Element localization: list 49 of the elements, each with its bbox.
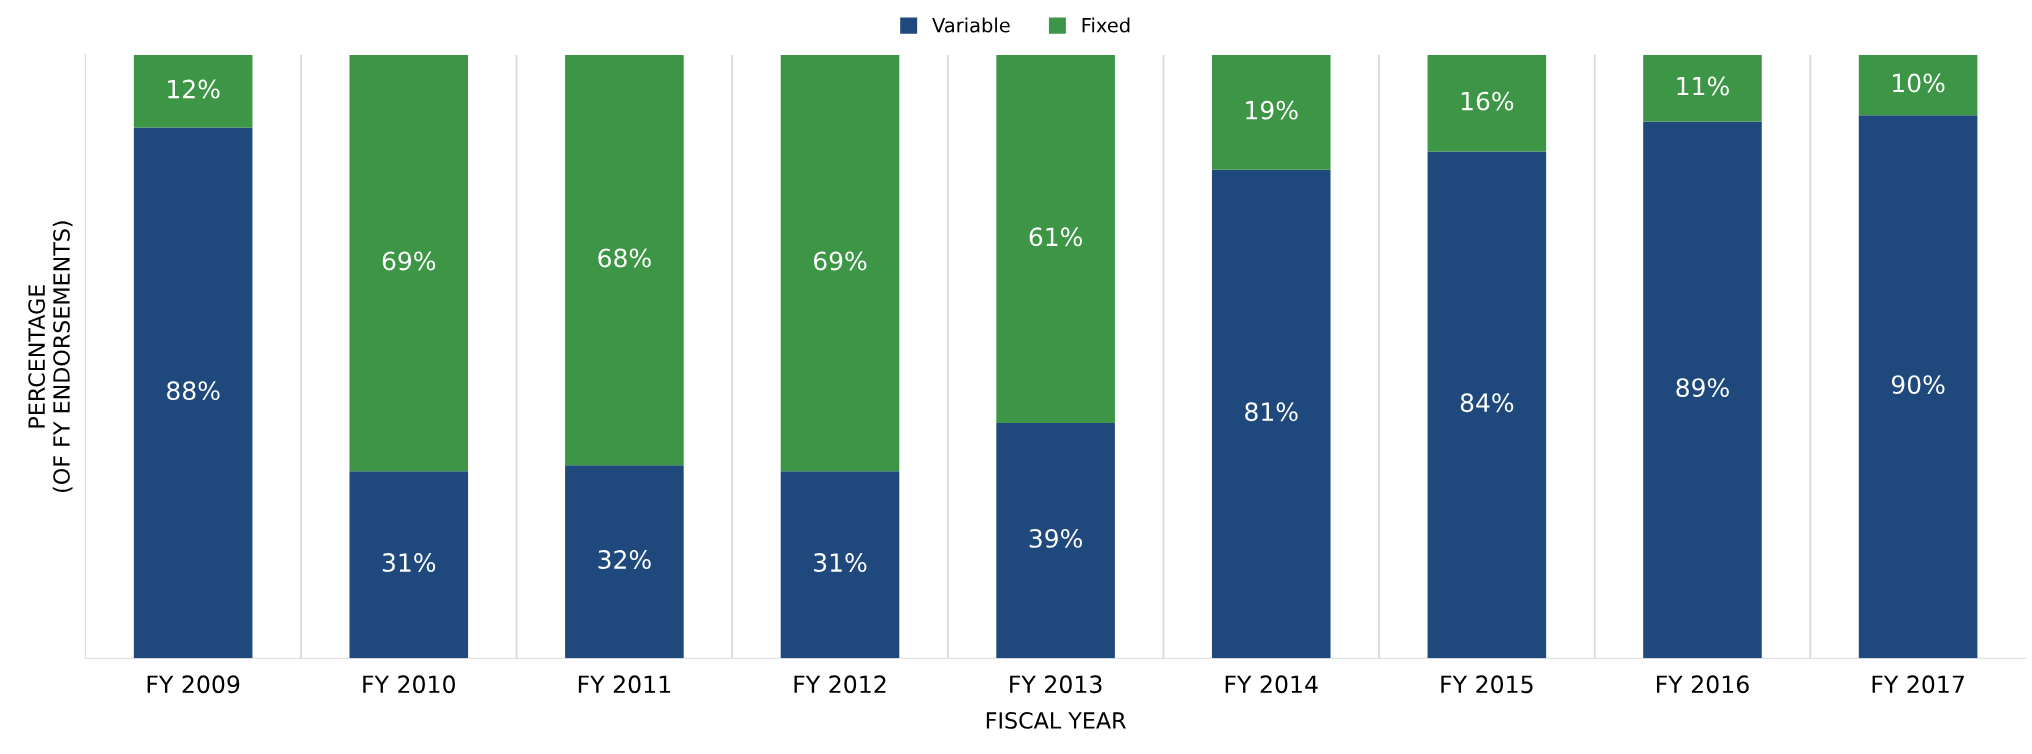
- bar: [1643, 55, 1762, 122]
- data-label: 69%: [382, 251, 436, 271]
- bar: [1427, 151, 1547, 659]
- bar: [996, 422, 1115, 659]
- x-tick-label: FY 2015: [1441, 675, 1533, 694]
- data-label: 90%: [1891, 375, 1945, 395]
- bar: [133, 55, 253, 128]
- bar: [133, 127, 253, 659]
- data-label: 39%: [1029, 528, 1083, 548]
- data-label: 32%: [598, 550, 651, 569]
- bar: [349, 55, 469, 472]
- bar: [1211, 169, 1331, 659]
- data-label: 68%: [598, 248, 651, 268]
- x-tick-label: FY 2010: [363, 675, 455, 694]
- data-label: 84%: [1460, 393, 1514, 413]
- x-tick-label: FY 2014: [1225, 675, 1318, 694]
- bar: [1858, 115, 1978, 659]
- bar: [780, 471, 900, 659]
- x-axis-title: FISCAL YEAR: [986, 712, 1126, 729]
- data-label: 19%: [1246, 100, 1298, 120]
- x-tick-label: FY 2017: [1872, 675, 1964, 694]
- legend-label: Fixed: [1082, 17, 1130, 33]
- data-label: 16%: [1461, 91, 1514, 111]
- x-tick-label: FY 2009: [147, 675, 240, 694]
- data-label: 31%: [382, 553, 436, 572]
- data-label: 31%: [814, 553, 867, 572]
- data-label: 81%: [1245, 402, 1298, 422]
- bar: [996, 55, 1115, 423]
- x-tick-label: FY 2011: [578, 675, 671, 694]
- bar: [565, 55, 684, 466]
- data-label: 11%: [1677, 76, 1729, 96]
- bar: [780, 55, 900, 472]
- x-tick-label: FY 2013: [1010, 675, 1102, 694]
- y-axis-title: PERCENTAGE (OF FY ENDORSEMENTS): [28, 221, 73, 492]
- bar: [1211, 55, 1331, 170]
- data-label: 61%: [1029, 227, 1083, 247]
- data-label: 88%: [167, 381, 220, 401]
- data-label: 12%: [168, 79, 220, 99]
- bar: [565, 465, 684, 659]
- bar: [1643, 121, 1762, 659]
- bar: [1427, 55, 1547, 152]
- data-label: 10%: [1893, 73, 1945, 93]
- data-label: 69%: [813, 251, 867, 271]
- bar: [349, 471, 469, 659]
- bar: [1858, 55, 1978, 116]
- x-tick-label: FY 2016: [1657, 675, 1749, 694]
- legend-label: Variable: [932, 17, 1010, 33]
- x-tick-label: FY 2012: [794, 675, 886, 694]
- data-label: 89%: [1676, 378, 1729, 398]
